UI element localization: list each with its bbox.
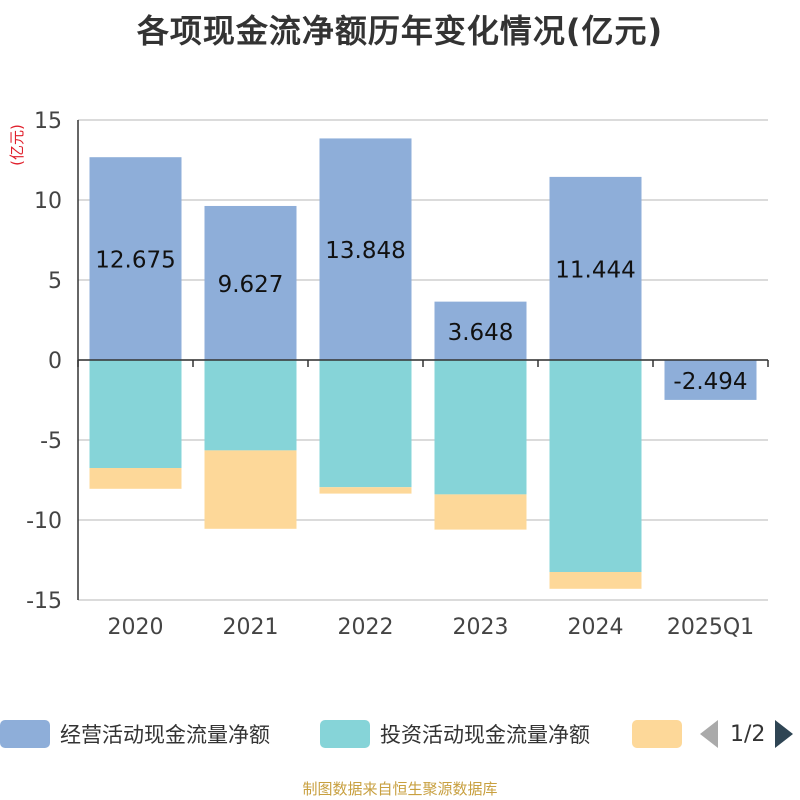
chart-title: 各项现金流净额历年变化情况(亿元) (136, 12, 664, 50)
bar-3-2021 (204, 450, 297, 529)
legend-swatch-financing (632, 720, 682, 748)
legend-label-investing: 投资活动现金流量净额 (380, 723, 590, 747)
data-label: -2.494 (673, 369, 747, 395)
data-label: 12.675 (95, 248, 175, 274)
bar-3-2023 (434, 494, 527, 530)
bar-1-2023 (434, 301, 527, 360)
y-tick-label: -15 (26, 589, 62, 614)
bar-2-2024 (549, 360, 642, 572)
x-tick-label: 2025Q1 (667, 615, 754, 640)
bar-2-2023 (434, 360, 527, 495)
legend-swatch-operating (0, 720, 50, 748)
bar-3-2024 (549, 572, 642, 589)
data-label: 3.648 (448, 320, 514, 346)
bar-3-2020 (89, 468, 182, 489)
legend-swatch-investing (320, 720, 370, 748)
y-tick-label: 15 (34, 109, 62, 134)
legend-item-investing[interactable]: 投资活动现金流量净额 (320, 712, 590, 756)
y-axis-title: (亿元) (8, 124, 26, 166)
legend-item-operating[interactable]: 经营活动现金流量净额 (0, 712, 270, 756)
legend-prev-arrow-icon[interactable] (700, 720, 718, 748)
y-tick-label: 5 (48, 269, 62, 294)
bar-1-2022 (319, 138, 412, 360)
bar-1-2025Q1 (664, 360, 757, 400)
bar-2-2020 (89, 360, 182, 468)
data-label: 13.848 (325, 238, 405, 264)
x-tick-label: 2024 (568, 615, 624, 640)
data-source-note: 制图数据来自恒生聚源数据库 (302, 780, 498, 798)
legend-label-operating: 经营活动现金流量净额 (60, 723, 270, 747)
data-label: 11.444 (555, 257, 635, 283)
bar-1-2021 (204, 205, 297, 360)
x-tick-label: 2021 (223, 615, 279, 640)
bar-2-2021 (204, 360, 297, 451)
x-tick-label: 2020 (108, 615, 164, 640)
x-tick-label: 2023 (453, 615, 509, 640)
cash-flow-chart: 15 10 5 0 -5 -10 -15 (亿元) 12.675 9.627 13.848 3.648… (8, 109, 769, 640)
legend-item-financing[interactable] (632, 712, 692, 756)
y-tick-label: 0 (48, 349, 62, 374)
bar-1-2024 (549, 176, 642, 360)
y-tick-label: 10 (34, 189, 62, 214)
bar-1-2020 (89, 157, 182, 360)
y-tick-label: -5 (40, 429, 62, 454)
bar-3-2022 (319, 487, 412, 494)
legend-page-indicator: 1/2 (730, 721, 766, 747)
y-tick-label: -10 (26, 509, 62, 534)
data-label: 9.627 (218, 272, 284, 298)
legend-pager: 1/2 (700, 712, 794, 756)
legend: 经营活动现金流量净额 投资活动现金流量净额 1/2 (0, 712, 800, 756)
legend-next-arrow-icon[interactable] (775, 720, 794, 748)
x-tick-label: 2022 (338, 615, 394, 640)
bar-2-2022 (319, 360, 412, 488)
